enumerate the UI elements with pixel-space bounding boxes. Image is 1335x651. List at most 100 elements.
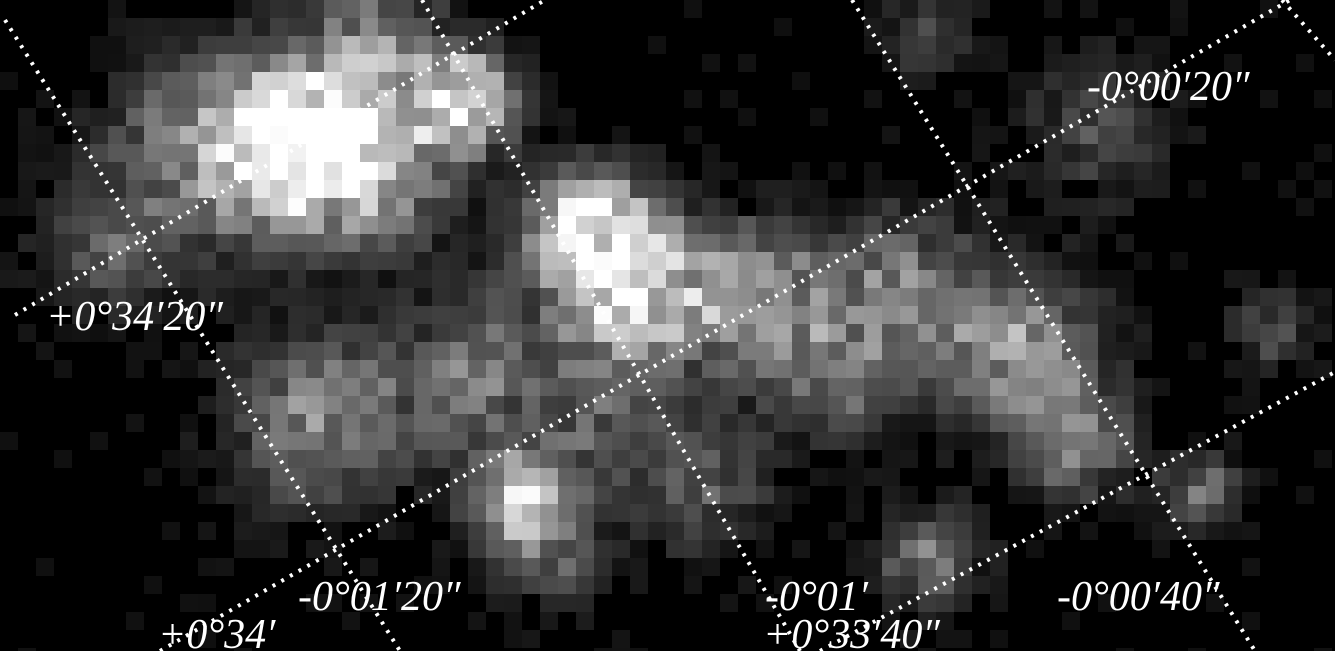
pixel (180, 468, 198, 486)
pixel (1062, 378, 1080, 396)
pixel (846, 558, 864, 576)
pixel (1098, 468, 1116, 486)
pixel (486, 216, 504, 234)
pixel (234, 396, 252, 414)
pixel (144, 162, 162, 180)
pixel (1260, 306, 1278, 324)
pixel (648, 306, 666, 324)
grid-line (850, 0, 1257, 651)
pixel (1062, 342, 1080, 360)
pixel (1062, 144, 1080, 162)
pixel (288, 270, 306, 288)
pixel (702, 324, 720, 342)
pixel (468, 144, 486, 162)
pixel (558, 540, 576, 558)
pixel (342, 54, 360, 72)
pixel (738, 54, 756, 72)
pixel (792, 216, 810, 234)
pixel (324, 306, 342, 324)
pixel (1152, 450, 1170, 468)
pixel (594, 234, 612, 252)
pixel (1116, 270, 1134, 288)
pixel (1206, 450, 1224, 468)
pixel (558, 522, 576, 540)
pixel (702, 162, 720, 180)
pixel (360, 270, 378, 288)
pixel (342, 252, 360, 270)
pixel (54, 180, 72, 198)
pixel (1098, 414, 1116, 432)
pixel (306, 378, 324, 396)
pixel (684, 306, 702, 324)
pixel (1134, 108, 1152, 126)
pixel (1080, 54, 1098, 72)
pixel (396, 162, 414, 180)
pixel (90, 432, 108, 450)
pixel (234, 648, 252, 651)
pixel (738, 576, 756, 594)
pixel (252, 90, 270, 108)
pixel (1206, 594, 1224, 612)
pixel (360, 396, 378, 414)
pixel (36, 342, 54, 360)
pixel (684, 288, 702, 306)
pixel (1026, 90, 1044, 108)
pixel (936, 486, 954, 504)
pixel (990, 360, 1008, 378)
pixel (486, 306, 504, 324)
pixel (1134, 54, 1152, 72)
pixel (108, 288, 126, 306)
pixel (522, 126, 540, 144)
pixel (594, 270, 612, 288)
pixel (720, 342, 738, 360)
pixel (954, 90, 972, 108)
pixel (756, 306, 774, 324)
pixel (306, 306, 324, 324)
pixel (684, 198, 702, 216)
pixel (918, 540, 936, 558)
pixel (1296, 288, 1314, 306)
pixel (756, 450, 774, 468)
pixel (468, 504, 486, 522)
pixel (324, 180, 342, 198)
pixel (792, 432, 810, 450)
pixel (648, 144, 666, 162)
pixel (1242, 162, 1260, 180)
pixel (1242, 468, 1260, 486)
longitude-label: -0°01′ (765, 574, 869, 620)
pixel (918, 0, 936, 18)
pixel (540, 612, 558, 630)
pixel (1080, 216, 1098, 234)
pixel (1278, 324, 1296, 342)
pixel (666, 216, 684, 234)
pixel (270, 504, 288, 522)
pixel (720, 198, 738, 216)
pixel (720, 378, 738, 396)
pixel (486, 324, 504, 342)
pixel (684, 396, 702, 414)
pixel (702, 414, 720, 432)
pixel (990, 270, 1008, 288)
pixel (126, 342, 144, 360)
pixel (774, 18, 792, 36)
pixel (18, 198, 36, 216)
pixel (1026, 252, 1044, 270)
pixel (540, 306, 558, 324)
pixel (792, 198, 810, 216)
pixel (72, 198, 90, 216)
pixel (396, 324, 414, 342)
pixel (1044, 54, 1062, 72)
pixel (846, 324, 864, 342)
pixel (684, 540, 702, 558)
pixel (468, 216, 486, 234)
pixel (414, 0, 432, 18)
pixel (1008, 288, 1026, 306)
pixel (522, 288, 540, 306)
pixel (252, 360, 270, 378)
pixel (1260, 324, 1278, 342)
pixel (414, 36, 432, 54)
pixel (288, 54, 306, 72)
pixel (882, 270, 900, 288)
pixel (1098, 90, 1116, 108)
pixel (630, 414, 648, 432)
